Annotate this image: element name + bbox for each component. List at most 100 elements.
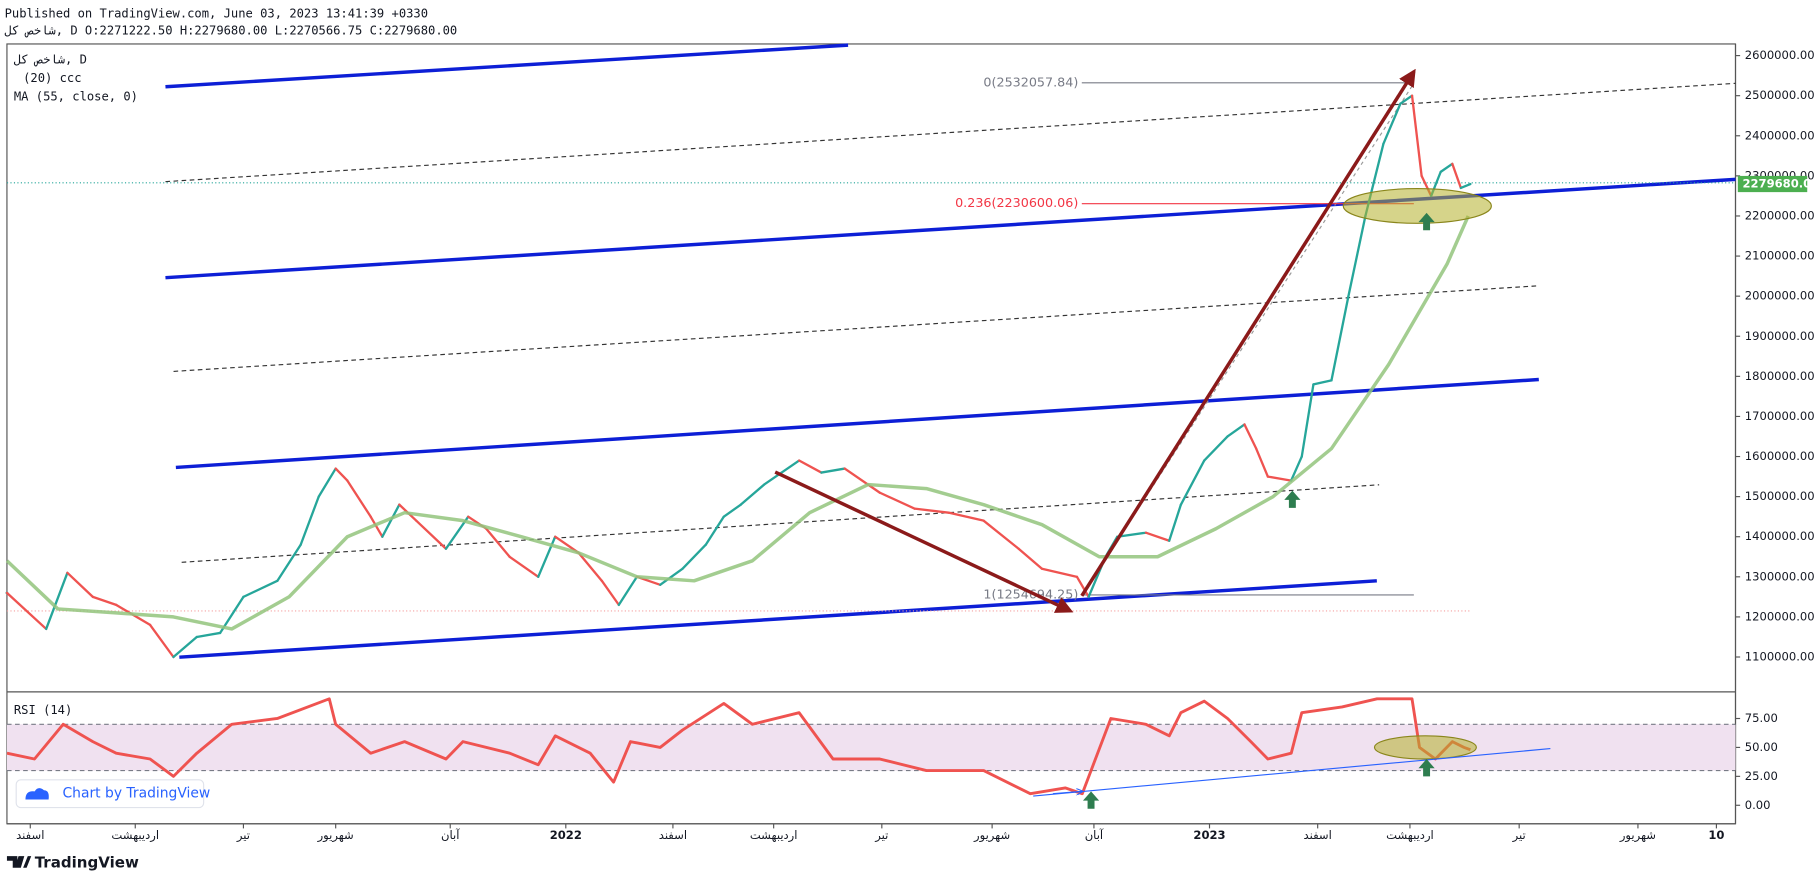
highlight-ellipse (1373, 735, 1477, 760)
watermark-text: Chart by TradingView (62, 786, 210, 802)
y-tick-label: 1100000.00 (1745, 650, 1814, 664)
price-segment (913, 507, 950, 514)
footer-logo: TradingView (35, 854, 139, 872)
arrow (1052, 791, 1082, 793)
rsi-line (6, 697, 1471, 796)
price-segment (947, 511, 985, 522)
pane-frame (6, 43, 1737, 825)
y-tick-label: 2600000.00 (1745, 48, 1814, 62)
price-segment (334, 467, 349, 482)
price-segment (1382, 102, 1402, 145)
y-tick-label: 1800000.00 (1745, 369, 1814, 383)
last-price-label: 2279680.00 (1742, 177, 1814, 191)
price-segment (369, 515, 384, 538)
x-tick-label: اسفند (659, 828, 687, 842)
price-segment (172, 635, 198, 659)
last-price-box (1737, 175, 1808, 193)
rsi-trend (1033, 748, 1551, 797)
legend-rsi: RSI (14) (14, 703, 72, 717)
y-tick-label: 0.00 (1745, 798, 1771, 812)
price-segment (1330, 295, 1350, 382)
legend-indicator: (20) ccc (23, 71, 81, 85)
y-tick-label: 2100000.00 (1745, 249, 1814, 263)
watermark-box (15, 779, 205, 809)
x-tick-label: تیر (236, 828, 250, 843)
price-segment (1075, 575, 1090, 599)
y-tick-label: 1200000.00 (1745, 609, 1814, 623)
dashed-line (181, 484, 1380, 563)
x-tick-label: شهریور (1619, 828, 1656, 843)
price-segment (577, 551, 604, 582)
y-tick-label: 1900000.00 (1745, 329, 1814, 343)
x-tick-label: 2022 (550, 828, 582, 842)
x-tick-label: اردیبهشت (1386, 828, 1434, 843)
fib-trend (1081, 82, 1415, 597)
x-tick-label: اردیبهشت (750, 828, 798, 843)
price-segment (1290, 455, 1303, 482)
price-segment (1179, 459, 1206, 506)
price-segment (1226, 423, 1246, 438)
y-tick-label: 1300000.00 (1745, 569, 1814, 583)
channel-line (165, 43, 849, 89)
price-segment (878, 491, 916, 510)
price-segment (5, 591, 48, 631)
price-segment (659, 567, 684, 586)
price-segment (820, 467, 846, 474)
price-segment (1459, 182, 1472, 190)
price-segment (843, 467, 881, 494)
canvas: 1100000.00 1200000.00 1300000.00 1400000.00… (5, 6, 1814, 871)
up-arrow (1418, 758, 1435, 777)
price-segment (45, 571, 69, 631)
y-tick-label: 1500000.00 (1745, 489, 1814, 503)
x-tick-label: آبان (441, 828, 460, 842)
price-segment (276, 543, 302, 582)
price-segment (299, 495, 320, 546)
price-segment (508, 555, 540, 578)
y-tick-label: 1400000.00 (1745, 529, 1814, 543)
y-tick-label: 1600000.00 (1745, 449, 1814, 463)
dashed-line (165, 82, 1736, 183)
price-segment (1399, 94, 1414, 105)
price-segment (537, 535, 557, 578)
up-arrow (1284, 490, 1301, 508)
price-segment (1243, 423, 1258, 450)
y-tick-label: 25.00 (1745, 769, 1778, 783)
price-segment (1410, 94, 1423, 178)
up-arrow (1418, 212, 1435, 231)
price-segment (722, 503, 742, 518)
x-tick-label: اسفند (1304, 828, 1332, 842)
x-tick-label: 2023 (1193, 828, 1225, 842)
price-segment (1203, 435, 1229, 462)
x-tick-label: شهریور (973, 828, 1010, 843)
ma-line (5, 215, 1470, 631)
price-segment (317, 467, 337, 498)
y-tick-label: 1700000.00 (1745, 409, 1814, 423)
price-segment (415, 519, 448, 550)
price-segment (1255, 447, 1269, 478)
arrow (774, 470, 1074, 613)
legend-symbol: شاخص کل, D (14, 53, 87, 68)
overlays (774, 68, 1551, 809)
symbol-line: شاخص کل, D O:2271222.50 H:2279680.00 L:2… (5, 24, 458, 39)
price-segment (381, 503, 401, 538)
watermark-icon (25, 788, 49, 800)
x-tick-label: آبان (1085, 828, 1104, 842)
x-tick-label: اسفند (16, 828, 44, 842)
x-tick-label: شهریور (317, 828, 354, 843)
price-segment (66, 571, 94, 599)
published-line: Published on TradingView.com, June 03, 2… (5, 6, 428, 20)
fib-label: 0(2532057.84) (983, 74, 1078, 89)
price-segment (600, 579, 620, 607)
price-segment (1017, 547, 1044, 570)
legend-ma: MA (55, close, 0) (14, 90, 138, 104)
price-segment (1040, 567, 1079, 578)
price-segment (485, 527, 511, 558)
price-segment (1451, 162, 1462, 190)
price-segment (1439, 162, 1454, 174)
price-segment (982, 519, 1020, 550)
y-tick-label: 2000000.00 (1745, 289, 1814, 303)
price-segment (242, 579, 279, 599)
x-tick-label: اردیبهشت (111, 828, 159, 843)
x-tick-label: تیر (1512, 828, 1526, 843)
